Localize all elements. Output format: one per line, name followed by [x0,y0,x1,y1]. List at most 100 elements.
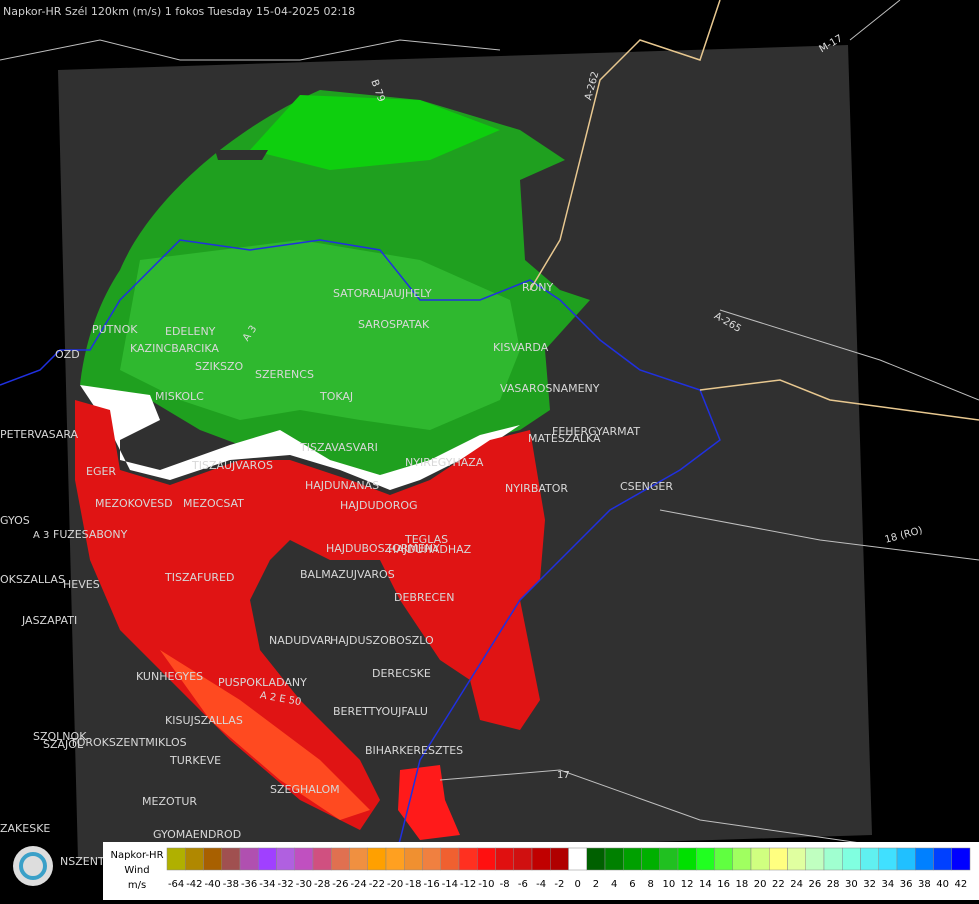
map-line [0,0,979,861]
road-label: A 3 [33,530,49,541]
legend-tick-label: 8 [647,879,653,890]
legend-swatch [769,847,788,871]
place-label: TISZAUJVAROS [191,459,273,472]
place-label: SATORALJAUJHELY [333,287,432,300]
legend-swatch [550,847,569,871]
place-label: TISZAVASVARI [299,441,378,454]
legend-tick-label: -34 [259,879,275,890]
echo-gap [260,560,330,620]
place-label: KAZINCBARCIKA [130,342,219,355]
place-label: HEVES [63,578,100,591]
place-label: CSENGER [620,480,673,493]
place-label: NADUDVAR [269,634,332,647]
legend-swatch [440,847,460,871]
legend-tick-label: 40 [936,879,949,890]
legend-swatch [312,847,332,871]
place-label: PUTNOK [92,323,138,336]
place-label: PETERVASARA [0,428,79,441]
place-label: ZAKESKE [0,822,50,835]
place-label: NSZENTN [60,855,113,868]
legend-tick-label: -18 [405,879,421,890]
legend-swatch [677,847,697,871]
place-label: EDELENY [165,325,216,338]
legend-swatch [915,847,934,871]
place-label: KISVARDA [493,341,549,354]
place-label: SZOLNOK [33,730,87,743]
legend-tick-label: 26 [809,879,822,890]
place-label: BERETTYOUJFALU [333,705,428,718]
legend-tick-label: 22 [772,879,785,890]
place-label: MATESZALKA [528,432,601,445]
legend-tick-label: 36 [900,879,913,890]
place-label: OZD [55,348,80,361]
place-label: VASAROSNAMENY [500,382,600,395]
place-label: SAROSPATAK [358,318,430,331]
legend-tick-label: 20 [754,879,767,890]
legend-swatch [385,847,405,871]
place-label: KISUJSZALLAS [165,714,243,727]
place-label: TURKEVE [169,754,221,767]
legend-tick-label: 34 [882,879,895,890]
logo [13,846,53,886]
echo-red [75,400,545,830]
legend-swatch [641,847,660,871]
legend-tick-label: -24 [350,879,366,890]
legend-swatch [166,847,186,871]
place-label: HAJDUBOSZORMENY [326,542,440,555]
legend-swatch [404,847,423,871]
legend-swatch [294,847,314,871]
legend-tick-label: -20 [387,879,403,890]
echo-red-orange [160,650,370,820]
legend-swatch [331,847,350,871]
legend-tick-label: -22 [369,879,385,890]
place-label: SZEGHALOM [270,783,340,796]
legend-tick-label: 4 [611,879,617,890]
place-label: BIHARKERESZTES [365,744,463,757]
legend-swatch [659,847,679,871]
legend-tick-label: 32 [863,879,876,890]
legend-swatch [623,847,642,871]
legend-swatch [221,847,241,871]
place-label: OKSZALLAS [0,573,65,586]
place-label: SZERENCS [255,368,314,381]
legend-tick-label: 14 [699,879,712,890]
legend-swatch [823,847,843,871]
legend-swatch [878,847,898,871]
logo-swirl [19,852,47,880]
legend-tick-label: 2 [593,879,599,890]
legend-tick-label: 12 [681,879,694,890]
legend-swatch [714,847,733,871]
legend-swatch [805,847,825,871]
place-label: JASZAPATI [21,614,77,627]
echo-gap [215,150,268,160]
legend-tick-label: -14 [442,879,458,890]
legend-swatch [239,847,259,871]
legend-title: Wind [124,865,149,876]
place-label: DEBRECEN [394,591,454,604]
legend-tick-label: -16 [423,879,439,890]
legend-tick-label: -12 [460,879,476,890]
legend-tick-label: -38 [223,879,239,890]
legend-swatch [258,847,277,871]
legend-tick-label: 10 [663,879,676,890]
legend-tick-label: -26 [332,879,348,890]
legend-tick-label: -2 [554,879,564,890]
legend-tick-label: 24 [790,879,803,890]
place-label: MEZOCSAT [183,497,244,510]
legend-tick-label: 30 [845,879,858,890]
legend-swatch [367,847,387,871]
legend-tick-label: -30 [296,879,312,890]
place-label: MISKOLC [155,390,204,403]
place-label: SZIKSZO [195,360,243,373]
legend-swatch [185,847,204,871]
legend-swatch [422,847,441,871]
road-label: 17 [557,770,570,781]
echo-green-bright [250,95,500,170]
place-label: HAJDUSZOBOSZLO [330,634,434,647]
place-label: PUSPOKLADANY [218,676,307,689]
legend-swatch [604,847,624,871]
place-label: TISZAFURED [164,571,234,584]
legend-tick-label: -6 [518,879,528,890]
